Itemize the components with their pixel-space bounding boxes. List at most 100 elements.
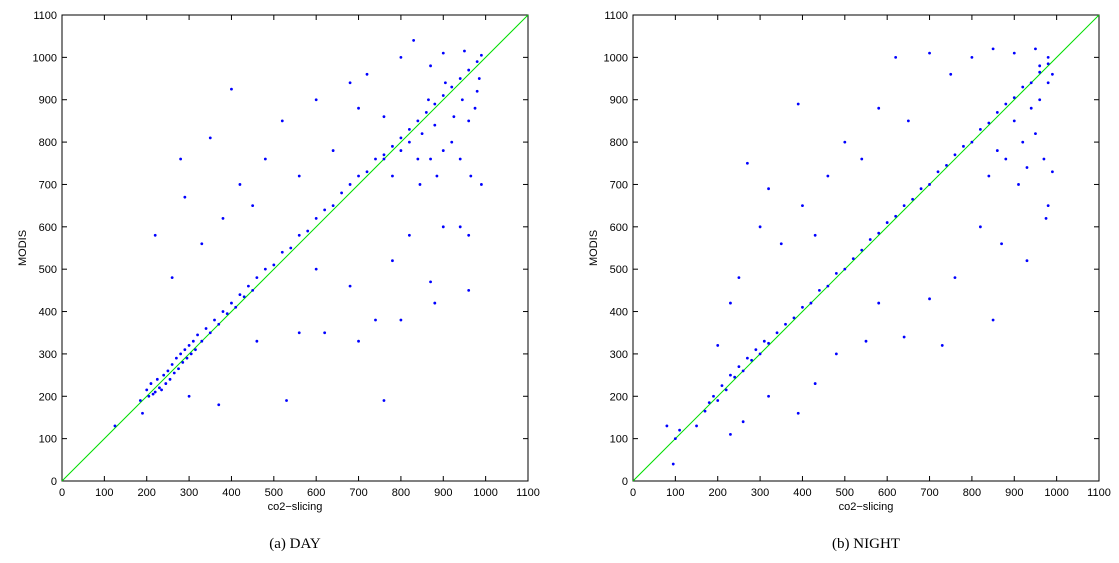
point bbox=[238, 183, 242, 186]
reference-line bbox=[61, 14, 529, 482]
y-tick-label: 800 bbox=[39, 137, 57, 149]
point bbox=[970, 140, 974, 144]
point bbox=[953, 153, 957, 157]
point bbox=[147, 394, 151, 398]
x-tick-label: 400 bbox=[222, 487, 240, 499]
x-tick-label: 600 bbox=[878, 487, 896, 499]
y-tick-label: 1100 bbox=[604, 10, 628, 22]
plot-frame bbox=[632, 14, 1100, 482]
point bbox=[450, 140, 454, 144]
point bbox=[826, 174, 830, 178]
point bbox=[429, 157, 432, 161]
point bbox=[251, 288, 255, 292]
point bbox=[418, 183, 422, 186]
point bbox=[151, 392, 155, 396]
point bbox=[665, 424, 669, 428]
point bbox=[868, 238, 872, 241]
point bbox=[864, 339, 868, 343]
x-tick-label: 900 bbox=[434, 487, 452, 499]
point bbox=[225, 312, 229, 316]
x-tick-label: 1000 bbox=[1044, 487, 1068, 499]
y-tick-label: 200 bbox=[39, 391, 57, 403]
point bbox=[331, 204, 335, 208]
point bbox=[720, 384, 724, 388]
point bbox=[1012, 51, 1016, 55]
point bbox=[181, 360, 185, 364]
y-tick-label: 200 bbox=[610, 391, 628, 403]
y-tick-label: 600 bbox=[39, 222, 57, 234]
point bbox=[443, 81, 447, 85]
point bbox=[741, 420, 745, 424]
point bbox=[179, 157, 183, 161]
point bbox=[1021, 140, 1025, 144]
point bbox=[784, 322, 787, 326]
point bbox=[1046, 62, 1050, 66]
point bbox=[441, 94, 445, 97]
point bbox=[155, 377, 159, 381]
point bbox=[949, 72, 953, 76]
point bbox=[204, 327, 208, 330]
point bbox=[673, 437, 677, 441]
point bbox=[306, 229, 310, 233]
point bbox=[902, 335, 906, 339]
point bbox=[208, 136, 212, 140]
point bbox=[399, 136, 403, 140]
point bbox=[285, 399, 288, 402]
point bbox=[475, 60, 479, 63]
x-tick-label: 300 bbox=[751, 487, 769, 499]
y-axis-label: MODIS bbox=[588, 230, 600, 266]
point bbox=[374, 318, 377, 322]
point bbox=[357, 174, 360, 178]
point bbox=[365, 72, 369, 76]
point bbox=[158, 386, 161, 390]
point bbox=[860, 248, 864, 252]
x-tick-label: 400 bbox=[793, 487, 811, 499]
point bbox=[962, 144, 965, 148]
point bbox=[843, 267, 847, 271]
point bbox=[724, 388, 728, 392]
point bbox=[894, 55, 898, 59]
point bbox=[314, 98, 318, 102]
point bbox=[767, 394, 770, 398]
y-tick-label: 500 bbox=[610, 264, 628, 276]
point bbox=[1025, 166, 1029, 169]
y-tick-label: 700 bbox=[610, 179, 628, 191]
y-tick-label: 0 bbox=[622, 476, 628, 488]
reference-line bbox=[632, 14, 1100, 482]
point bbox=[348, 81, 352, 85]
point bbox=[796, 102, 800, 106]
point bbox=[272, 263, 276, 267]
point bbox=[1029, 81, 1033, 85]
point bbox=[391, 144, 394, 148]
point bbox=[323, 208, 327, 212]
point bbox=[255, 339, 259, 343]
point bbox=[416, 119, 420, 123]
x-tick-label: 200 bbox=[709, 487, 727, 499]
point bbox=[177, 367, 180, 371]
point bbox=[463, 49, 466, 53]
point bbox=[813, 382, 817, 385]
point bbox=[906, 119, 910, 123]
point bbox=[168, 377, 172, 381]
point bbox=[745, 356, 749, 360]
point bbox=[138, 399, 142, 402]
x-tick-label: 1100 bbox=[1087, 487, 1111, 499]
x-tick-label: 0 bbox=[630, 487, 636, 499]
y-tick-label: 0 bbox=[51, 476, 57, 488]
point bbox=[407, 127, 411, 131]
point bbox=[843, 140, 847, 144]
point bbox=[834, 272, 838, 275]
point bbox=[297, 174, 301, 178]
point bbox=[113, 424, 117, 428]
point bbox=[172, 371, 176, 375]
x-tick-label: 200 bbox=[138, 487, 156, 499]
point bbox=[174, 356, 178, 360]
point bbox=[145, 388, 149, 392]
point bbox=[407, 233, 411, 237]
point bbox=[467, 119, 471, 123]
x-tick-label: 800 bbox=[963, 487, 981, 499]
point bbox=[424, 111, 428, 114]
point bbox=[208, 331, 212, 335]
point bbox=[737, 276, 741, 280]
point bbox=[1034, 132, 1037, 136]
